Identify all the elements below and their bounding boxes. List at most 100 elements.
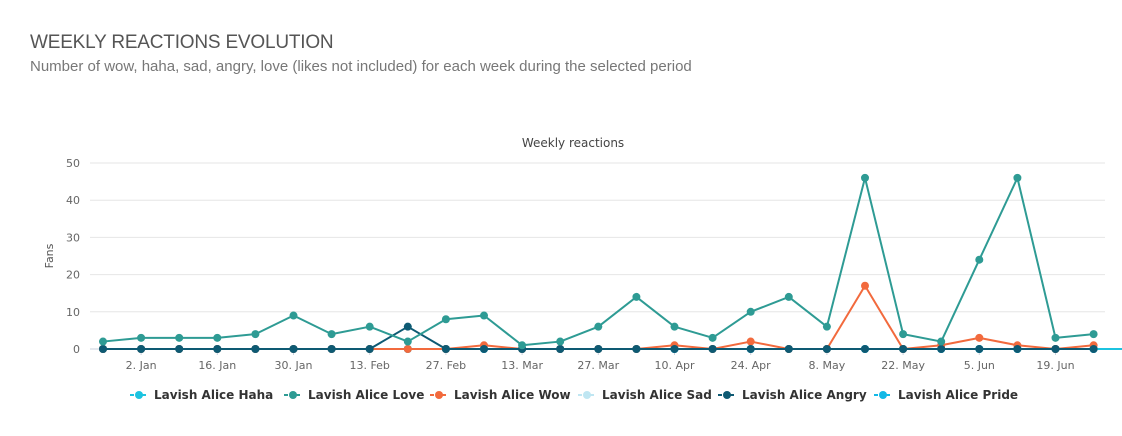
- data-point: [518, 341, 527, 350]
- legend-swatch-marker: [289, 391, 297, 399]
- x-tick-label: 24. Apr: [731, 359, 771, 372]
- data-point: [1051, 333, 1060, 342]
- data-point: [441, 345, 450, 353]
- data-point: [861, 281, 869, 290]
- data-point: [632, 292, 641, 301]
- data-point: [327, 330, 336, 339]
- data-point: [1013, 173, 1022, 182]
- data-point: [594, 345, 603, 353]
- data-point: [480, 311, 488, 320]
- data-point: [175, 345, 184, 353]
- data-point: [670, 322, 679, 331]
- grid-lines: [90, 162, 1105, 350]
- legend-item: Lavish Alice Haha: [130, 388, 273, 402]
- legend: Lavish Alice Haha Lavish Alice Love Lavish…: [130, 388, 1018, 402]
- data-point: [365, 345, 374, 353]
- x-tick-label: 13. Mar: [501, 359, 543, 372]
- data-point: [175, 333, 184, 342]
- x-tick-label: 2. Jan: [126, 359, 157, 372]
- data-point: [670, 345, 679, 353]
- x-tick-label: 19. Jun: [1036, 359, 1074, 372]
- data-point: [975, 255, 984, 264]
- legend-item: Lavish Alice Wow: [430, 388, 571, 402]
- legend-label: Lavish Alice Angry: [742, 388, 867, 402]
- data-point: [441, 315, 450, 324]
- legend-item: Lavish Alice Love: [284, 388, 424, 402]
- series-line: [103, 284, 1094, 350]
- chart-title: Weekly reactions: [522, 136, 624, 150]
- legend-swatch-marker: [879, 391, 887, 399]
- data-point: [289, 311, 298, 320]
- x-tick-label: 8. May: [809, 359, 846, 372]
- x-tick-label: 22. May: [881, 359, 925, 372]
- data-point: [861, 345, 869, 353]
- data-point: [746, 345, 755, 353]
- y-tick-label: 20: [66, 269, 80, 282]
- data-point: [975, 345, 984, 353]
- y-tick-label: 40: [66, 194, 80, 207]
- data-point: [594, 322, 603, 331]
- data-point: [213, 345, 222, 353]
- page-title: WEEKLY REACTIONS EVOLUTION: [30, 32, 334, 53]
- data-point: [403, 337, 412, 346]
- legend-label: Lavish Alice Haha: [154, 388, 273, 402]
- x-tick-label: 16. Jan: [198, 359, 236, 372]
- data-point: [480, 345, 488, 353]
- data-point: [137, 345, 146, 353]
- data-point: [365, 322, 374, 331]
- data-point: [251, 345, 260, 353]
- data-point: [746, 337, 755, 346]
- data-point: [784, 345, 793, 353]
- legend-swatch-marker: [583, 391, 591, 399]
- x-tick-label: 27. Feb: [426, 359, 466, 372]
- data-point: [289, 345, 298, 353]
- series-lavish-alice-wow: [99, 281, 1098, 353]
- legend-swatch-marker: [723, 391, 731, 399]
- data-point: [137, 333, 146, 342]
- legend-item: Lavish Alice Pride: [874, 388, 1018, 402]
- axes: 0 10 20 30 40 50 2. Jan 16. Jan 30. Jan 13. Feb 27…: [66, 157, 1075, 372]
- y-tick-label: 0: [73, 343, 80, 356]
- legend-item: Lavish Alice Angry: [718, 388, 867, 402]
- data-point: [1089, 345, 1098, 353]
- y-axis-title: Fans: [43, 243, 56, 268]
- legend-swatch-marker: [135, 391, 143, 399]
- legend-label: Lavish Alice Pride: [898, 388, 1018, 402]
- data-point: [708, 345, 717, 353]
- series-layer: [99, 173, 1122, 353]
- x-tick-label: 5. Jun: [964, 359, 995, 372]
- x-tick-label: 10. Apr: [654, 359, 694, 372]
- data-point: [746, 307, 755, 316]
- legend-label: Lavish Alice Wow: [454, 388, 571, 402]
- data-point: [556, 345, 565, 353]
- series-lavish-alice-love: [99, 173, 1098, 350]
- data-point: [632, 345, 641, 353]
- x-tick-label: 13. Feb: [349, 359, 389, 372]
- data-point: [822, 345, 831, 353]
- data-point: [899, 345, 908, 353]
- x-tick-label: 27. Mar: [577, 359, 619, 372]
- data-point: [403, 322, 412, 331]
- legend-label: Lavish Alice Love: [308, 388, 424, 402]
- legend-swatch-marker: [435, 391, 443, 399]
- data-point: [99, 337, 107, 346]
- data-point: [899, 330, 908, 339]
- data-point: [213, 333, 222, 342]
- data-point: [1013, 345, 1022, 353]
- y-tick-label: 30: [66, 231, 80, 244]
- data-point: [251, 330, 260, 339]
- data-point: [708, 333, 717, 342]
- data-point: [822, 322, 831, 331]
- page-subtitle: Number of wow, haha, sad, angry, love (l…: [30, 58, 692, 75]
- legend-label: Lavish Alice Sad: [602, 388, 712, 402]
- legend-item: Lavish Alice Sad: [578, 388, 712, 402]
- series-line: [102, 176, 1094, 347]
- data-point: [937, 345, 946, 353]
- y-tick-label: 10: [66, 306, 80, 319]
- data-point: [99, 345, 107, 353]
- y-tick-label: 50: [66, 157, 80, 170]
- data-point: [403, 345, 412, 353]
- data-point: [937, 337, 946, 346]
- data-point: [327, 345, 336, 353]
